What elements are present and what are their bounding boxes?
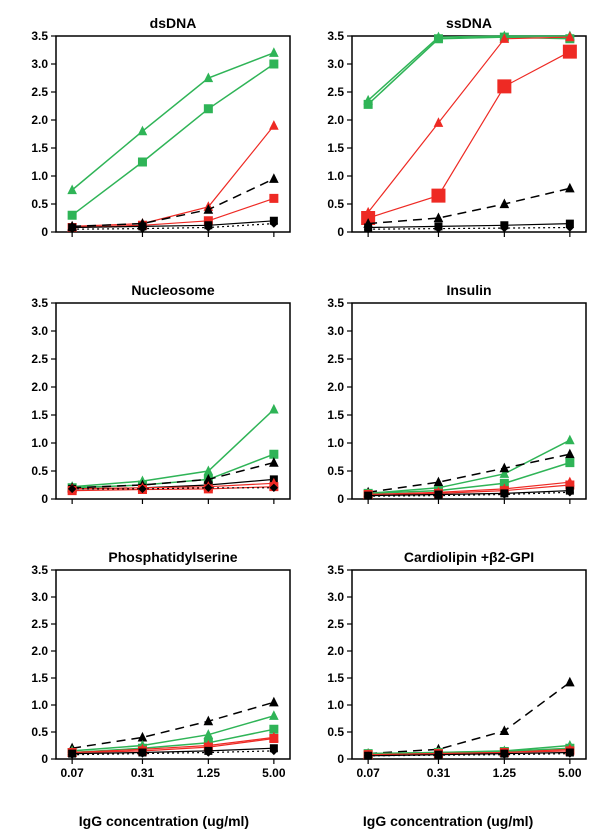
svg-text:2.5: 2.5 — [327, 352, 344, 366]
chart-svg: 0 0.5 1.0 1.5 2.0 2.5 3.0 3.5 0.07 0.31 1.25 5.00 Ca… — [314, 546, 594, 791]
svg-text:0.5: 0.5 — [327, 464, 344, 478]
svg-text:1.0: 1.0 — [327, 169, 344, 183]
svg-text:1.5: 1.5 — [327, 671, 344, 685]
x-axis-label: IgG concentration (ug/ml) — [22, 813, 306, 829]
chart-svg: 0 0.5 1.0 1.5 2.0 2.5 3.0 3.5 0.07 0.31 1.25 5.00 Ph… — [18, 546, 298, 791]
svg-text:1.0: 1.0 — [327, 436, 344, 450]
svg-text:Cardiolipin +β2-GPI: Cardiolipin +β2-GPI — [404, 549, 534, 565]
svg-text:2.5: 2.5 — [327, 85, 344, 99]
svg-text:2.0: 2.0 — [327, 380, 344, 394]
figure-grid: 0 0.5 1.0 1.5 2.0 2.5 3.0 3.5 dsDNA 0 0.5 1.0 1.5 2.0… — [0, 0, 609, 837]
svg-text:1.0: 1.0 — [31, 169, 48, 183]
chart-svg: 0 0.5 1.0 1.5 2.0 2.5 3.0 3.5 Insulin — [314, 279, 594, 509]
svg-text:5.00: 5.00 — [262, 766, 286, 780]
svg-text:0: 0 — [337, 752, 344, 766]
svg-text:3.5: 3.5 — [327, 29, 344, 43]
svg-text:1.5: 1.5 — [327, 408, 344, 422]
svg-text:0: 0 — [337, 492, 344, 506]
panel-Cardiolipin_b2GPI: 0 0.5 1.0 1.5 2.0 2.5 3.0 3.5 0.07 0.31 1.25 5.00 Ca… — [306, 542, 602, 809]
svg-text:2.0: 2.0 — [31, 380, 48, 394]
svg-text:0.5: 0.5 — [327, 197, 344, 211]
svg-text:3.0: 3.0 — [31, 590, 48, 604]
svg-text:0.5: 0.5 — [31, 197, 48, 211]
svg-text:1.25: 1.25 — [197, 766, 221, 780]
svg-text:0.07: 0.07 — [356, 766, 380, 780]
svg-text:1.5: 1.5 — [31, 671, 48, 685]
svg-text:1.5: 1.5 — [31, 408, 48, 422]
svg-text:2.5: 2.5 — [327, 617, 344, 631]
svg-text:2.0: 2.0 — [31, 644, 48, 658]
svg-text:2.5: 2.5 — [31, 85, 48, 99]
panel-Nucleosome: 0 0.5 1.0 1.5 2.0 2.5 3.0 3.5 Nucleosome — [10, 275, 306, 542]
svg-text:3.5: 3.5 — [327, 296, 344, 310]
svg-text:3.5: 3.5 — [327, 563, 344, 577]
svg-text:dsDNA: dsDNA — [150, 15, 197, 31]
panel-ssDNA: 0 0.5 1.0 1.5 2.0 2.5 3.0 3.5 ssDNA — [306, 8, 602, 275]
panel-Phosphatidylserine: 0 0.5 1.0 1.5 2.0 2.5 3.0 3.5 0.07 0.31 1.25 5.00 Ph… — [10, 542, 306, 809]
chart-svg: 0 0.5 1.0 1.5 2.0 2.5 3.0 3.5 ssDNA — [314, 12, 594, 242]
svg-text:1.5: 1.5 — [327, 141, 344, 155]
svg-text:0.5: 0.5 — [327, 725, 344, 739]
svg-text:2.5: 2.5 — [31, 617, 48, 631]
panel-dsDNA: 0 0.5 1.0 1.5 2.0 2.5 3.0 3.5 dsDNA — [10, 8, 306, 275]
svg-text:0: 0 — [337, 225, 344, 239]
chart-svg: 0 0.5 1.0 1.5 2.0 2.5 3.0 3.5 Nucleosome — [18, 279, 298, 509]
svg-text:1.0: 1.0 — [327, 698, 344, 712]
svg-text:3.5: 3.5 — [31, 296, 48, 310]
svg-text:3.5: 3.5 — [31, 563, 48, 577]
svg-text:0.5: 0.5 — [31, 725, 48, 739]
svg-text:3.0: 3.0 — [327, 324, 344, 338]
svg-text:2.5: 2.5 — [31, 352, 48, 366]
x-axis-label-row: IgG concentration (ug/ml)IgG concentrati… — [10, 809, 602, 829]
svg-text:ssDNA: ssDNA — [446, 15, 492, 31]
svg-text:3.5: 3.5 — [31, 29, 48, 43]
svg-text:2.0: 2.0 — [327, 113, 344, 127]
svg-text:3.0: 3.0 — [327, 590, 344, 604]
svg-text:0.31: 0.31 — [131, 766, 155, 780]
svg-text:1.25: 1.25 — [493, 766, 517, 780]
svg-text:Phosphatidylserine: Phosphatidylserine — [108, 549, 237, 565]
svg-text:0.07: 0.07 — [60, 766, 84, 780]
svg-text:1.0: 1.0 — [31, 436, 48, 450]
svg-text:0: 0 — [41, 225, 48, 239]
svg-text:1.5: 1.5 — [31, 141, 48, 155]
x-axis-label: IgG concentration (ug/ml) — [306, 813, 590, 829]
svg-text:2.0: 2.0 — [327, 644, 344, 658]
svg-text:2.0: 2.0 — [31, 113, 48, 127]
svg-text:5.00: 5.00 — [558, 766, 582, 780]
svg-text:3.0: 3.0 — [327, 57, 344, 71]
chart-svg: 0 0.5 1.0 1.5 2.0 2.5 3.0 3.5 dsDNA — [18, 12, 298, 242]
svg-text:0: 0 — [41, 492, 48, 506]
svg-text:1.0: 1.0 — [31, 698, 48, 712]
svg-text:0.5: 0.5 — [31, 464, 48, 478]
svg-text:0: 0 — [41, 752, 48, 766]
svg-text:Insulin: Insulin — [446, 282, 491, 298]
svg-text:3.0: 3.0 — [31, 324, 48, 338]
svg-text:Nucleosome: Nucleosome — [131, 282, 214, 298]
svg-text:0.31: 0.31 — [427, 766, 451, 780]
svg-text:3.0: 3.0 — [31, 57, 48, 71]
panel-Insulin: 0 0.5 1.0 1.5 2.0 2.5 3.0 3.5 Insulin — [306, 275, 602, 542]
